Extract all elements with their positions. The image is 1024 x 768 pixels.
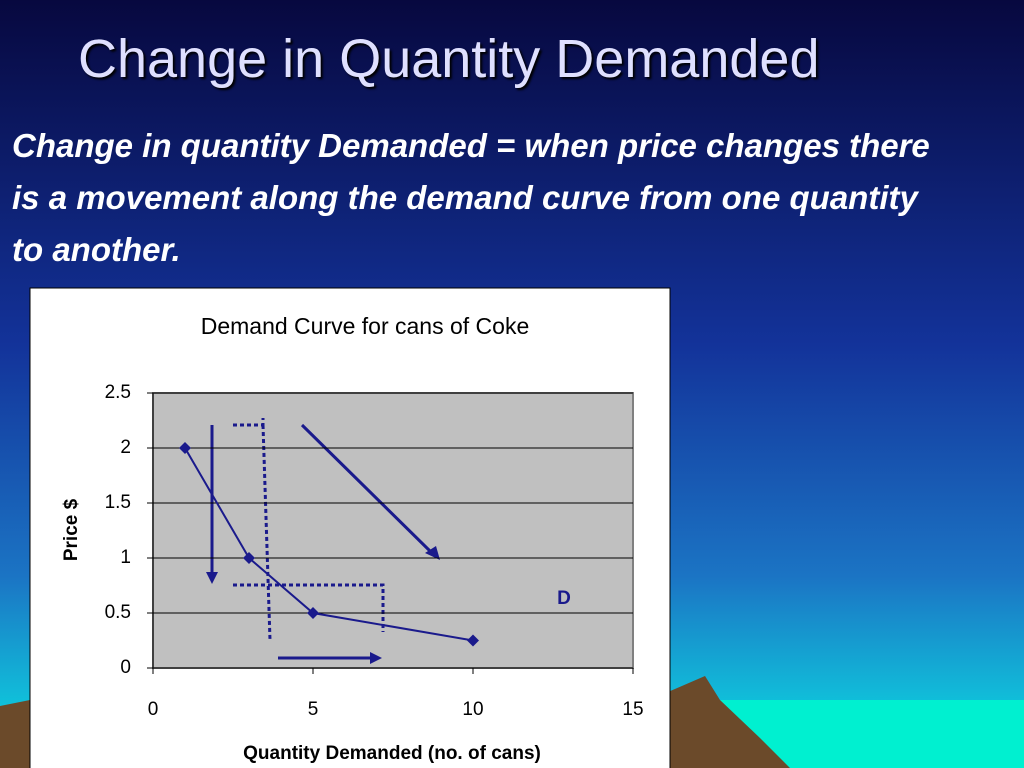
mountain: [0, 700, 30, 768]
y-tick-label: 1: [120, 547, 131, 568]
x-tick-label: 0: [148, 699, 159, 720]
y-tick-label: 0.5: [105, 602, 131, 623]
data-point: [243, 552, 255, 564]
data-point: [467, 634, 479, 647]
y-tick-label: 1.5: [105, 492, 131, 513]
x-tick-label: 5: [308, 699, 319, 720]
data-line: [184, 447, 474, 642]
x-tick-label: 15: [622, 699, 643, 720]
y-tick-label: 2: [120, 437, 131, 458]
y-axis-label: Price $: [61, 498, 82, 561]
slide-text: Change in quantity Demanded = when price…: [12, 127, 930, 268]
y-tick-label: 0: [120, 657, 131, 678]
chart-title: Demand Curve for cans of Coke: [201, 313, 530, 339]
x-axis-label: Quantity Demanded (no. of cans): [243, 743, 541, 764]
series-label: D: [557, 588, 571, 609]
slide-title: Change in Quantity Demanded: [78, 29, 820, 89]
data-point: [179, 442, 191, 454]
y-tick-label: 2.5: [105, 382, 131, 403]
annotation-arrows: [206, 418, 440, 664]
x-tick-label: 10: [462, 699, 483, 720]
mountain: [668, 676, 790, 768]
data-point: [307, 607, 319, 619]
